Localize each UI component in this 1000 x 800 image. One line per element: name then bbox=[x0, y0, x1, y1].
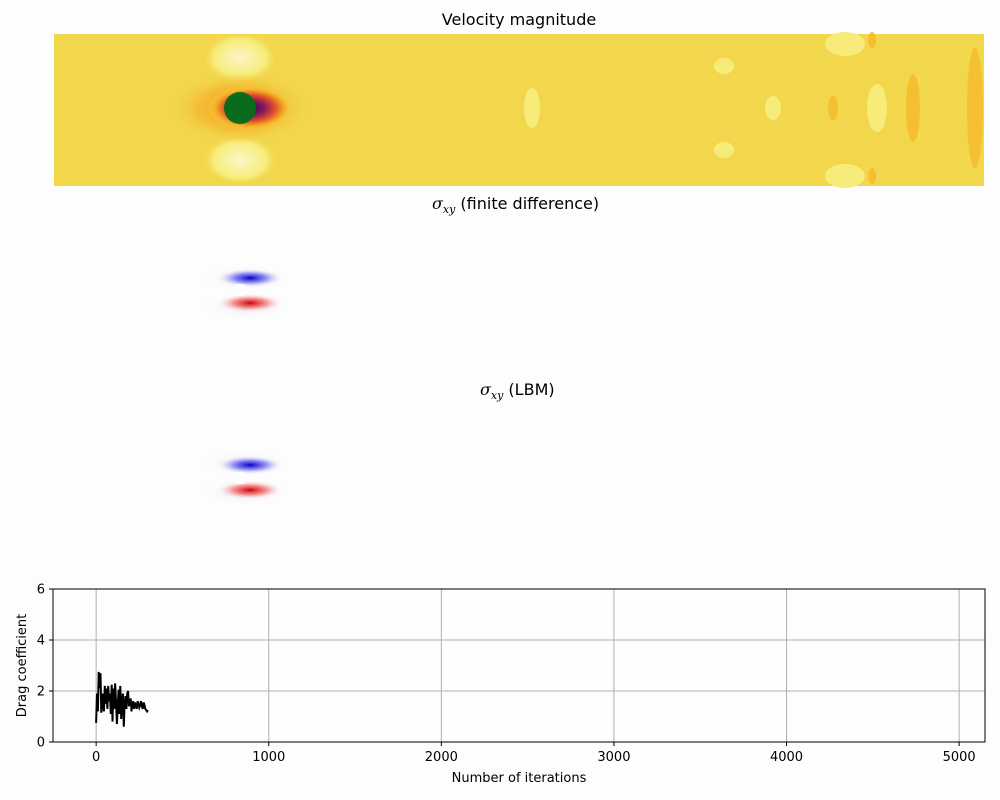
y-tick-label: 0 bbox=[37, 736, 45, 751]
velocity-field bbox=[54, 32, 984, 188]
drag-chart: 0 1000 2000 3000 4000 5000 0 2 4 6 Number of ite… bbox=[15, 583, 986, 786]
y-axis-label: Drag coefficient bbox=[15, 614, 30, 717]
x-tick-label: 4000 bbox=[770, 750, 803, 765]
sigma-subscript: xy bbox=[490, 389, 504, 403]
sigma-symbol: σ bbox=[480, 380, 491, 399]
x-ticks: 0 1000 2000 3000 4000 5000 bbox=[92, 742, 976, 765]
lbm-panel-title: σxy (LBM) bbox=[480, 380, 555, 402]
y-tick-label: 4 bbox=[37, 634, 45, 649]
drag-series-line bbox=[95, 671, 149, 727]
sigma-subscript: xy bbox=[442, 203, 456, 217]
obstacle-cylinder bbox=[224, 92, 256, 124]
fd-panel-title: σxy (finite difference) bbox=[432, 194, 599, 216]
x-tick-label: 3000 bbox=[597, 750, 630, 765]
plot-frame bbox=[52, 588, 986, 743]
x-tick-label: 2000 bbox=[425, 750, 458, 765]
x-axis-label: Number of iterations bbox=[452, 771, 587, 786]
x-tick-label: 0 bbox=[92, 750, 100, 765]
x-tick-label: 1000 bbox=[252, 750, 285, 765]
y-ticks: 0 2 4 6 bbox=[37, 583, 53, 751]
y-tick-label: 6 bbox=[37, 583, 45, 598]
x-tick-label: 5000 bbox=[943, 750, 976, 765]
velocity-panel-title: Velocity magnitude bbox=[441, 10, 597, 29]
lbm-title-text: (LBM) bbox=[503, 380, 555, 399]
sigma-symbol: σ bbox=[432, 194, 443, 213]
y-tick-label: 2 bbox=[37, 685, 45, 700]
lbm-stress-field bbox=[200, 450, 288, 506]
fd-title-text: (finite difference) bbox=[455, 194, 600, 213]
fd-stress-field bbox=[202, 264, 290, 320]
grid-lines bbox=[53, 588, 985, 743]
